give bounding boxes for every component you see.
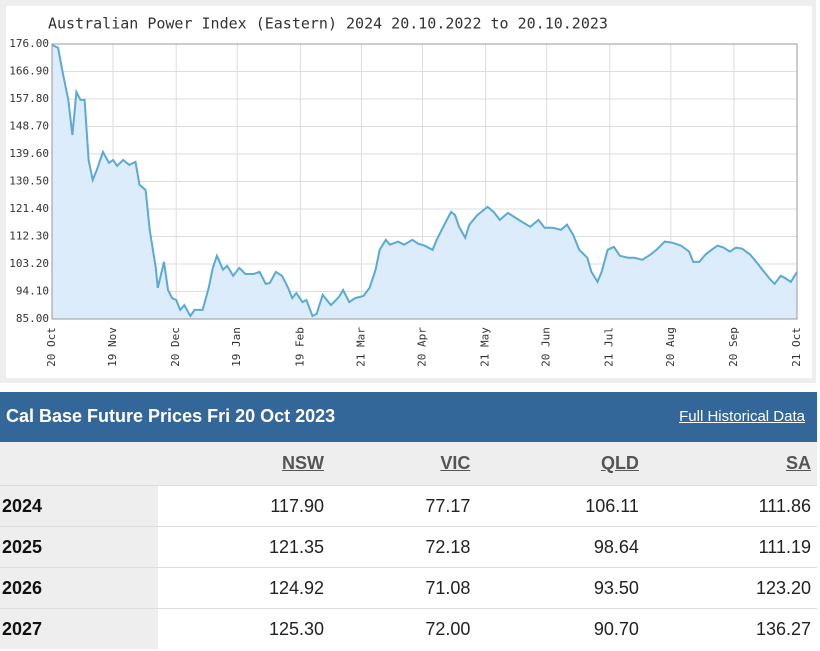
y-tick-label: 130.50 bbox=[9, 175, 49, 188]
y-tick-label: 103.20 bbox=[9, 257, 49, 270]
table-row: 2024 117.90 77.17 106.11 111.86 bbox=[0, 485, 817, 527]
price-cell: 90.70 bbox=[476, 608, 645, 649]
x-tick-label: 20 Dec bbox=[169, 327, 182, 367]
price-cell: 72.00 bbox=[330, 608, 477, 649]
corner bbox=[0, 442, 158, 486]
column-header-text: QLD bbox=[600, 453, 639, 473]
price-cell: 123.20 bbox=[644, 567, 817, 609]
y-tick-label: 94.10 bbox=[16, 285, 49, 298]
x-tick-label: 21 May bbox=[479, 327, 492, 367]
historical-link[interactable]: Full Historical Data bbox=[679, 408, 805, 425]
x-tick-label: 20 Jun bbox=[540, 327, 553, 367]
line bbox=[51, 44, 798, 318]
x-tick-label: 20 Aug bbox=[664, 327, 677, 367]
chart-panel: Australian Power Index (Eastern) 2024 20… bbox=[0, 0, 816, 383]
x-tick-label: 20 Oct bbox=[45, 327, 58, 367]
x-tick-label: 19 Feb bbox=[293, 327, 306, 367]
y-tick-label: 166.90 bbox=[9, 65, 49, 78]
price-cell: 111.19 bbox=[644, 526, 817, 568]
table-header-bar: Cal Base Future Prices Fri 20 Oct 2023 F… bbox=[0, 392, 817, 442]
price-cell: 117.90 bbox=[158, 485, 331, 527]
table-row: 2027 125.30 72.00 90.70 136.27 bbox=[0, 608, 817, 649]
y-tick-label: 157.80 bbox=[9, 92, 49, 105]
x-tick-label: 21 Oct bbox=[790, 327, 803, 367]
year-cell: 2025 bbox=[0, 526, 158, 568]
price-table: NSW VIC QLD SA 2024 117.90 77.17 106.11 111.86 2… bbox=[0, 442, 817, 649]
y-tick-label: 139.60 bbox=[9, 147, 49, 160]
price-cell: 136.27 bbox=[644, 608, 817, 649]
column-header: SA bbox=[644, 442, 817, 486]
chart-title: Australian Power Index (Eastern) 2024 20… bbox=[48, 15, 608, 33]
y-tick-label: 85.00 bbox=[16, 312, 49, 325]
plot-border bbox=[51, 43, 798, 320]
year-cell: 2027 bbox=[0, 608, 158, 649]
x-tick-label: 19 Nov bbox=[106, 327, 119, 367]
x-tick-label: 19 Jan bbox=[230, 327, 243, 367]
table-body: 2024 117.90 77.17 106.11 111.86 2025 121.35 72.… bbox=[0, 485, 817, 649]
column-header-text: NSW bbox=[282, 453, 325, 473]
price-cell: 77.17 bbox=[330, 485, 477, 527]
price-cell: 106.11 bbox=[476, 485, 645, 527]
x-tick-label: 21 Mar bbox=[354, 327, 367, 367]
price-cell: 121.35 bbox=[158, 526, 331, 568]
column-header-text: SA bbox=[785, 453, 811, 473]
table-row: 2026 124.92 71.08 93.50 123.20 bbox=[0, 567, 817, 609]
table-row: 2025 121.35 72.18 98.64 111.19 bbox=[0, 526, 817, 568]
price-cell: 124.92 bbox=[158, 567, 331, 609]
chart: Australian Power Index (Eastern) 2024 20… bbox=[6, 6, 812, 378]
price-cell: 125.30 bbox=[158, 608, 331, 649]
area bbox=[52, 44, 797, 320]
y-tick-label: 176.00 bbox=[9, 37, 49, 50]
year-cell: 2024 bbox=[0, 485, 158, 527]
plot: 85.00 94.10 103.20 112.30 121.40 130.50 139.60… bbox=[9, 37, 803, 367]
price-cell: 111.86 bbox=[644, 485, 817, 527]
x-tick-label: 20 Apr bbox=[415, 327, 428, 367]
y-tick-label: 121.40 bbox=[9, 202, 49, 215]
year-cell: 2026 bbox=[0, 567, 158, 609]
price-cell: 71.08 bbox=[330, 567, 477, 609]
x-tick-label: 21 Jul bbox=[603, 327, 616, 367]
header-row: NSW VIC QLD SA bbox=[0, 442, 817, 486]
x-tick-label: 20 Sep bbox=[727, 327, 740, 367]
column-header: VIC bbox=[330, 442, 477, 486]
column-header: NSW bbox=[158, 442, 331, 486]
price-cell: 93.50 bbox=[476, 567, 645, 609]
price-cell: 72.18 bbox=[330, 526, 477, 568]
column-header: QLD bbox=[476, 442, 645, 486]
table-title: Cal Base Future Prices Fri 20 Oct 2023 bbox=[6, 406, 336, 426]
column-header-text: VIC bbox=[440, 453, 471, 473]
price-cell: 98.64 bbox=[476, 526, 645, 568]
y-tick-label: 148.70 bbox=[9, 120, 49, 133]
y-tick-label: 112.30 bbox=[9, 230, 49, 243]
